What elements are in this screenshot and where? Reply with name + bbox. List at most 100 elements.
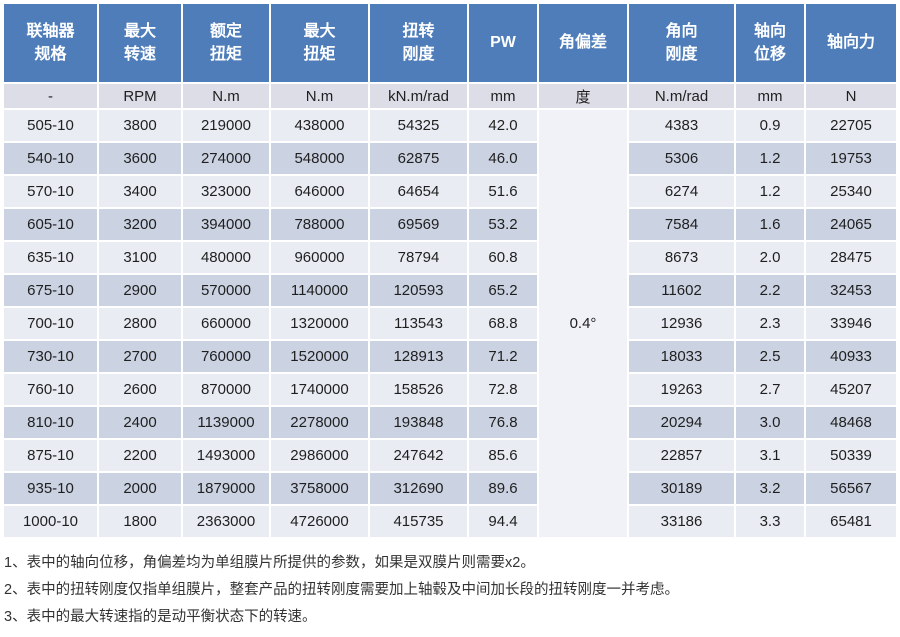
table-row: 700-10 2800 660000 1320000 113543 68.8 12936 2.… xyxy=(4,308,896,339)
cell-max-speed: 2700 xyxy=(99,341,181,372)
table-row: 935-10 2000 1879000 3758000 312690 89.6 30189 3… xyxy=(4,473,896,504)
col-header-angular-deviation: 角偏差 xyxy=(539,4,627,82)
table-row: 760-10 2600 870000 1740000 158526 72.8 19263 2.… xyxy=(4,374,896,405)
cell-rated-torque: 1139000 xyxy=(183,407,269,438)
cell-angular-stiffness: 4383 xyxy=(629,110,734,141)
cell-max-speed: 2600 xyxy=(99,374,181,405)
cell-max-speed: 3400 xyxy=(99,176,181,207)
cell-angular-stiffness: 22857 xyxy=(629,440,734,471)
angular-deviation-merged-cell: 0.4° xyxy=(539,110,627,537)
cell-max-torque: 3758000 xyxy=(271,473,368,504)
cell-torsional-stiffness: 120593 xyxy=(370,275,467,306)
cell-spec: 570-10 xyxy=(4,176,97,207)
col-header-axial-force: 轴向力 xyxy=(806,4,896,82)
cell-max-torque: 646000 xyxy=(271,176,368,207)
cell-max-torque: 1520000 xyxy=(271,341,368,372)
cell-max-torque: 788000 xyxy=(271,209,368,240)
cell-max-speed: 3200 xyxy=(99,209,181,240)
cell-spec: 675-10 xyxy=(4,275,97,306)
table-row: 675-10 2900 570000 1140000 120593 65.2 11602 2.… xyxy=(4,275,896,306)
cell-spec: 635-10 xyxy=(4,242,97,273)
cell-pw: 94.4 xyxy=(469,506,537,537)
cell-spec: 605-10 xyxy=(4,209,97,240)
cell-axial-force: 56567 xyxy=(806,473,896,504)
cell-pw: 72.8 xyxy=(469,374,537,405)
cell-max-torque: 548000 xyxy=(271,143,368,174)
cell-axial-displacement: 3.2 xyxy=(736,473,804,504)
table-row: 730-10 2700 760000 1520000 128913 71.2 18033 2.… xyxy=(4,341,896,372)
cell-angular-stiffness: 20294 xyxy=(629,407,734,438)
unit-axial-displacement: mm xyxy=(736,84,804,108)
cell-pw: 51.6 xyxy=(469,176,537,207)
unit-pw: mm xyxy=(469,84,537,108)
cell-spec: 875-10 xyxy=(4,440,97,471)
cell-rated-torque: 219000 xyxy=(183,110,269,141)
cell-spec: 505-10 xyxy=(4,110,97,141)
cell-rated-torque: 1493000 xyxy=(183,440,269,471)
col-header-torsional-stiffness: 扭转 刚度 xyxy=(370,4,467,82)
cell-axial-displacement: 1.2 xyxy=(736,143,804,174)
cell-max-speed: 2900 xyxy=(99,275,181,306)
cell-axial-displacement: 1.2 xyxy=(736,176,804,207)
cell-max-torque: 4726000 xyxy=(271,506,368,537)
cell-rated-torque: 480000 xyxy=(183,242,269,273)
cell-max-torque: 1140000 xyxy=(271,275,368,306)
cell-spec: 730-10 xyxy=(4,341,97,372)
footnote: 3、表中的最大转速指的是动平衡状态下的转速。 xyxy=(4,609,317,625)
cell-torsional-stiffness: 78794 xyxy=(370,242,467,273)
cell-angular-stiffness: 12936 xyxy=(629,308,734,339)
cell-max-torque: 2278000 xyxy=(271,407,368,438)
footnotes: 1、表中的轴向位移，角偏差均为单组膜片所提供的参数，如果是双膜片则需要x2。 2、… xyxy=(2,539,898,637)
cell-axial-displacement: 2.0 xyxy=(736,242,804,273)
cell-axial-force: 65481 xyxy=(806,506,896,537)
cell-axial-displacement: 3.3 xyxy=(736,506,804,537)
cell-torsional-stiffness: 64654 xyxy=(370,176,467,207)
cell-axial-force: 48468 xyxy=(806,407,896,438)
unit-angular-deviation: 度 xyxy=(539,84,627,108)
cell-rated-torque: 2363000 xyxy=(183,506,269,537)
cell-max-speed: 3800 xyxy=(99,110,181,141)
cell-axial-force: 45207 xyxy=(806,374,896,405)
cell-angular-stiffness: 11602 xyxy=(629,275,734,306)
cell-rated-torque: 323000 xyxy=(183,176,269,207)
footnote: 1、表中的轴向位移，角偏差均为单组膜片所提供的参数，如果是双膜片则需要x2。 xyxy=(4,555,535,571)
cell-rated-torque: 660000 xyxy=(183,308,269,339)
coupling-spec-table: 联轴器 规格 最大 转速 额定 扭矩 最大 扭矩 扭转 刚度 PW 角偏差 角向 刚度 轴向 位… xyxy=(2,2,898,539)
table-row: 570-10 3400 323000 646000 64654 51.6 6274 1.2 25… xyxy=(4,176,896,207)
cell-axial-force: 22705 xyxy=(806,110,896,141)
cell-max-speed: 3600 xyxy=(99,143,181,174)
unit-angular-stiffness: N.m/rad xyxy=(629,84,734,108)
cell-torsional-stiffness: 158526 xyxy=(370,374,467,405)
cell-torsional-stiffness: 247642 xyxy=(370,440,467,471)
col-header-max-torque: 最大 扭矩 xyxy=(271,4,368,82)
cell-torsional-stiffness: 113543 xyxy=(370,308,467,339)
cell-max-speed: 2000 xyxy=(99,473,181,504)
cell-rated-torque: 394000 xyxy=(183,209,269,240)
cell-max-torque: 438000 xyxy=(271,110,368,141)
col-header-axial-displacement: 轴向 位移 xyxy=(736,4,804,82)
unit-max-torque: N.m xyxy=(271,84,368,108)
col-header-spec: 联轴器 规格 xyxy=(4,4,97,82)
cell-axial-displacement: 2.3 xyxy=(736,308,804,339)
table-body: - RPM N.m N.m kN.m/rad mm 度 N.m/rad mm N 505-10 380… xyxy=(4,84,896,537)
cell-pw: 89.6 xyxy=(469,473,537,504)
table-row: 505-10 3800 219000 438000 54325 42.0 0.4° 4383 0… xyxy=(4,110,896,537)
header-row: 联轴器 规格 最大 转速 额定 扭矩 最大 扭矩 扭转 刚度 PW 角偏差 角向 刚度 轴向 位… xyxy=(4,4,896,82)
unit-max-speed: RPM xyxy=(99,84,181,108)
table-header: 联轴器 规格 最大 转速 额定 扭矩 最大 扭矩 扭转 刚度 PW 角偏差 角向 刚度 轴向 位… xyxy=(4,4,896,82)
cell-angular-stiffness: 18033 xyxy=(629,341,734,372)
col-header-pw: PW xyxy=(469,4,537,82)
col-header-rated-torque: 额定 扭矩 xyxy=(183,4,269,82)
cell-max-torque: 1320000 xyxy=(271,308,368,339)
cell-rated-torque: 760000 xyxy=(183,341,269,372)
cell-axial-displacement: 3.1 xyxy=(736,440,804,471)
cell-torsional-stiffness: 415735 xyxy=(370,506,467,537)
cell-spec: 935-10 xyxy=(4,473,97,504)
cell-axial-displacement: 3.0 xyxy=(736,407,804,438)
cell-axial-force: 25340 xyxy=(806,176,896,207)
cell-axial-force: 40933 xyxy=(806,341,896,372)
cell-axial-displacement: 0.9 xyxy=(736,110,804,141)
cell-max-torque: 960000 xyxy=(271,242,368,273)
cell-pw: 76.8 xyxy=(469,407,537,438)
cell-max-speed: 1800 xyxy=(99,506,181,537)
